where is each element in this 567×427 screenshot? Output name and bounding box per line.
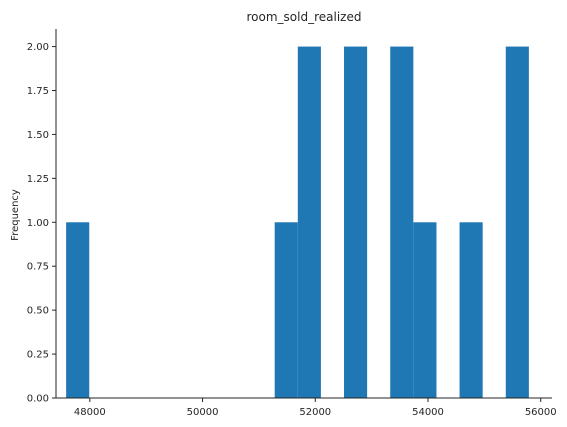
y-tick-label: 2.00	[27, 42, 49, 53]
y-tick-label: 0.00	[27, 394, 49, 405]
x-tick-label: 50000	[187, 407, 219, 418]
y-tick-label: 1.00	[27, 218, 49, 229]
y-tick-label: 0.25	[27, 350, 49, 361]
x-tick-label: 56000	[525, 407, 557, 418]
bars-group	[66, 46, 529, 398]
histogram-bar	[390, 46, 414, 398]
y-ticks: 0.00 0.25 0.50 0.75 1.00 1.25 1.50 1.75 2.00	[27, 42, 56, 405]
y-tick-label: 0.50	[27, 306, 49, 317]
x-tick-label: 54000	[412, 407, 444, 418]
y-axis-label: Frequency	[10, 189, 21, 241]
histogram-bar	[297, 46, 321, 398]
histogram-bar	[344, 46, 368, 398]
histogram-bar	[413, 222, 437, 398]
x-tick-label: 48000	[74, 407, 106, 418]
x-ticks: 48000 50000 52000 54000 56000	[74, 398, 557, 418]
y-tick-label: 1.50	[27, 130, 49, 141]
histogram-bar	[505, 46, 529, 398]
y-tick-label: 1.25	[27, 174, 49, 185]
y-tick-label: 1.75	[27, 86, 49, 97]
chart-title: room_sold_realized	[247, 10, 362, 24]
histogram-bar	[274, 222, 298, 398]
histogram-bar	[66, 222, 90, 398]
x-tick-label: 52000	[299, 407, 331, 418]
histogram-bar	[459, 222, 483, 398]
y-tick-label: 0.75	[27, 262, 49, 273]
